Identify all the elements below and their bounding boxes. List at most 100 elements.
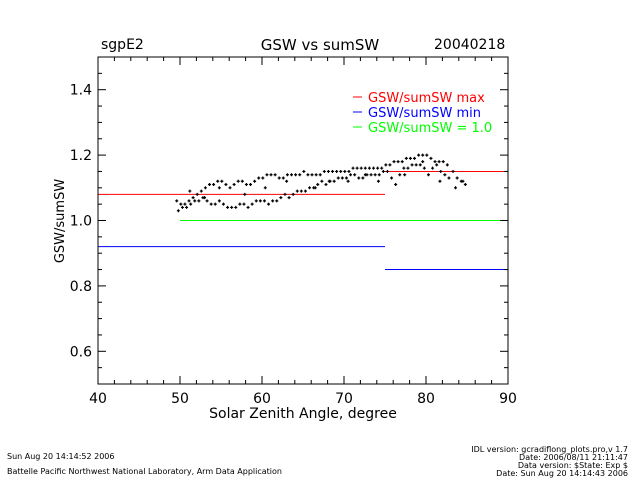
x-tick-label: 40 [89, 391, 107, 407]
data-point [299, 189, 303, 193]
y-tick-label: 0.6 [70, 344, 92, 360]
data-point [238, 202, 242, 206]
tick-labels: 40 50 60 70 80 90 0.6 0.8 1.0 1.2 1.4 [70, 83, 517, 407]
data-point [285, 179, 289, 183]
data-point [463, 183, 467, 187]
data-point [236, 179, 240, 183]
data-point [363, 166, 367, 170]
data-point [373, 173, 377, 177]
y-tick-label: 1.0 [70, 214, 92, 230]
data-point [355, 166, 359, 170]
data-point [232, 183, 236, 187]
data-point [421, 160, 425, 164]
data-point [445, 163, 449, 167]
data-point [310, 173, 314, 177]
data-point [180, 205, 184, 209]
data-point [267, 202, 271, 206]
data-point [240, 179, 244, 183]
data-point [224, 183, 228, 187]
data-point [392, 160, 396, 164]
footer-info-line: IDL version: gcradiflong_plots.pro,v 1.7 [471, 445, 628, 454]
data-point [413, 156, 417, 160]
data-point [294, 173, 298, 177]
data-point [262, 199, 266, 203]
data-point [349, 173, 353, 177]
data-point [193, 199, 197, 203]
data-point [461, 179, 465, 183]
data-point [283, 192, 287, 196]
data-point [455, 176, 459, 180]
data-point [316, 183, 320, 187]
data-point [234, 205, 238, 209]
legend-label: GSW/sumSW max [368, 91, 485, 106]
data-point [228, 186, 232, 190]
data-point [367, 166, 371, 170]
data-point [258, 199, 262, 203]
data-point [351, 166, 355, 170]
footer-info-line: Date: Sun Aug 20 14:14:43 2006 [496, 469, 628, 478]
data-point [265, 173, 269, 177]
data-point [388, 163, 392, 167]
data-point [433, 160, 437, 164]
data-point [376, 179, 380, 183]
data-point [197, 199, 201, 203]
data-point [217, 186, 221, 190]
data-point [213, 202, 217, 206]
data-point [199, 189, 203, 193]
data-point [422, 166, 426, 170]
data-point [302, 169, 306, 173]
data-point [257, 176, 261, 180]
data-point [361, 176, 365, 180]
data-point [402, 166, 406, 170]
data-point [372, 166, 376, 170]
data-point [318, 173, 322, 177]
axes [97, 56, 509, 385]
data-point [185, 205, 189, 209]
data-point [287, 196, 291, 200]
data-point [261, 176, 265, 180]
date-label: 20040218 [434, 37, 506, 53]
data-point [291, 192, 295, 196]
data-point [384, 163, 388, 167]
data-point [189, 202, 193, 206]
data-point [403, 173, 407, 177]
data-point [426, 173, 430, 177]
data-point [363, 173, 367, 177]
data-point [230, 205, 234, 209]
data-point [308, 186, 312, 190]
data-point [290, 173, 294, 177]
data-point [254, 199, 258, 203]
data-point [326, 169, 330, 173]
data-point [451, 169, 455, 173]
data-point [244, 183, 248, 187]
reference-lines [98, 170, 508, 271]
data-point [404, 156, 408, 160]
data-point [242, 202, 246, 206]
data-point [176, 209, 180, 213]
data-point [340, 176, 344, 180]
data-point [425, 153, 429, 157]
x-tick-label: 50 [171, 391, 189, 407]
data-point [220, 179, 224, 183]
data-point [347, 169, 351, 173]
x-tick-label: 80 [417, 391, 435, 407]
data-point [279, 196, 283, 200]
y-tick-label: 0.8 [70, 279, 92, 295]
footer-affiliation: Battelle Pacific Northwest National Labo… [7, 467, 282, 476]
data-point [203, 196, 207, 200]
y-tick-label: 1.4 [70, 83, 92, 99]
data-point [205, 199, 209, 203]
data-point [369, 173, 373, 177]
data-point [249, 183, 253, 187]
data-point [322, 169, 326, 173]
data-point [417, 153, 421, 157]
footer-info: IDL version: gcradiflong_plots.pro,v 1.7… [471, 446, 628, 478]
data-point [414, 163, 418, 167]
data-point [273, 173, 277, 177]
data-point [336, 176, 340, 180]
data-point [195, 192, 199, 196]
data-point [212, 183, 216, 187]
data-point [250, 202, 254, 206]
footer-timestamp: Sun Aug 20 14:14:52 2006 [7, 452, 115, 461]
